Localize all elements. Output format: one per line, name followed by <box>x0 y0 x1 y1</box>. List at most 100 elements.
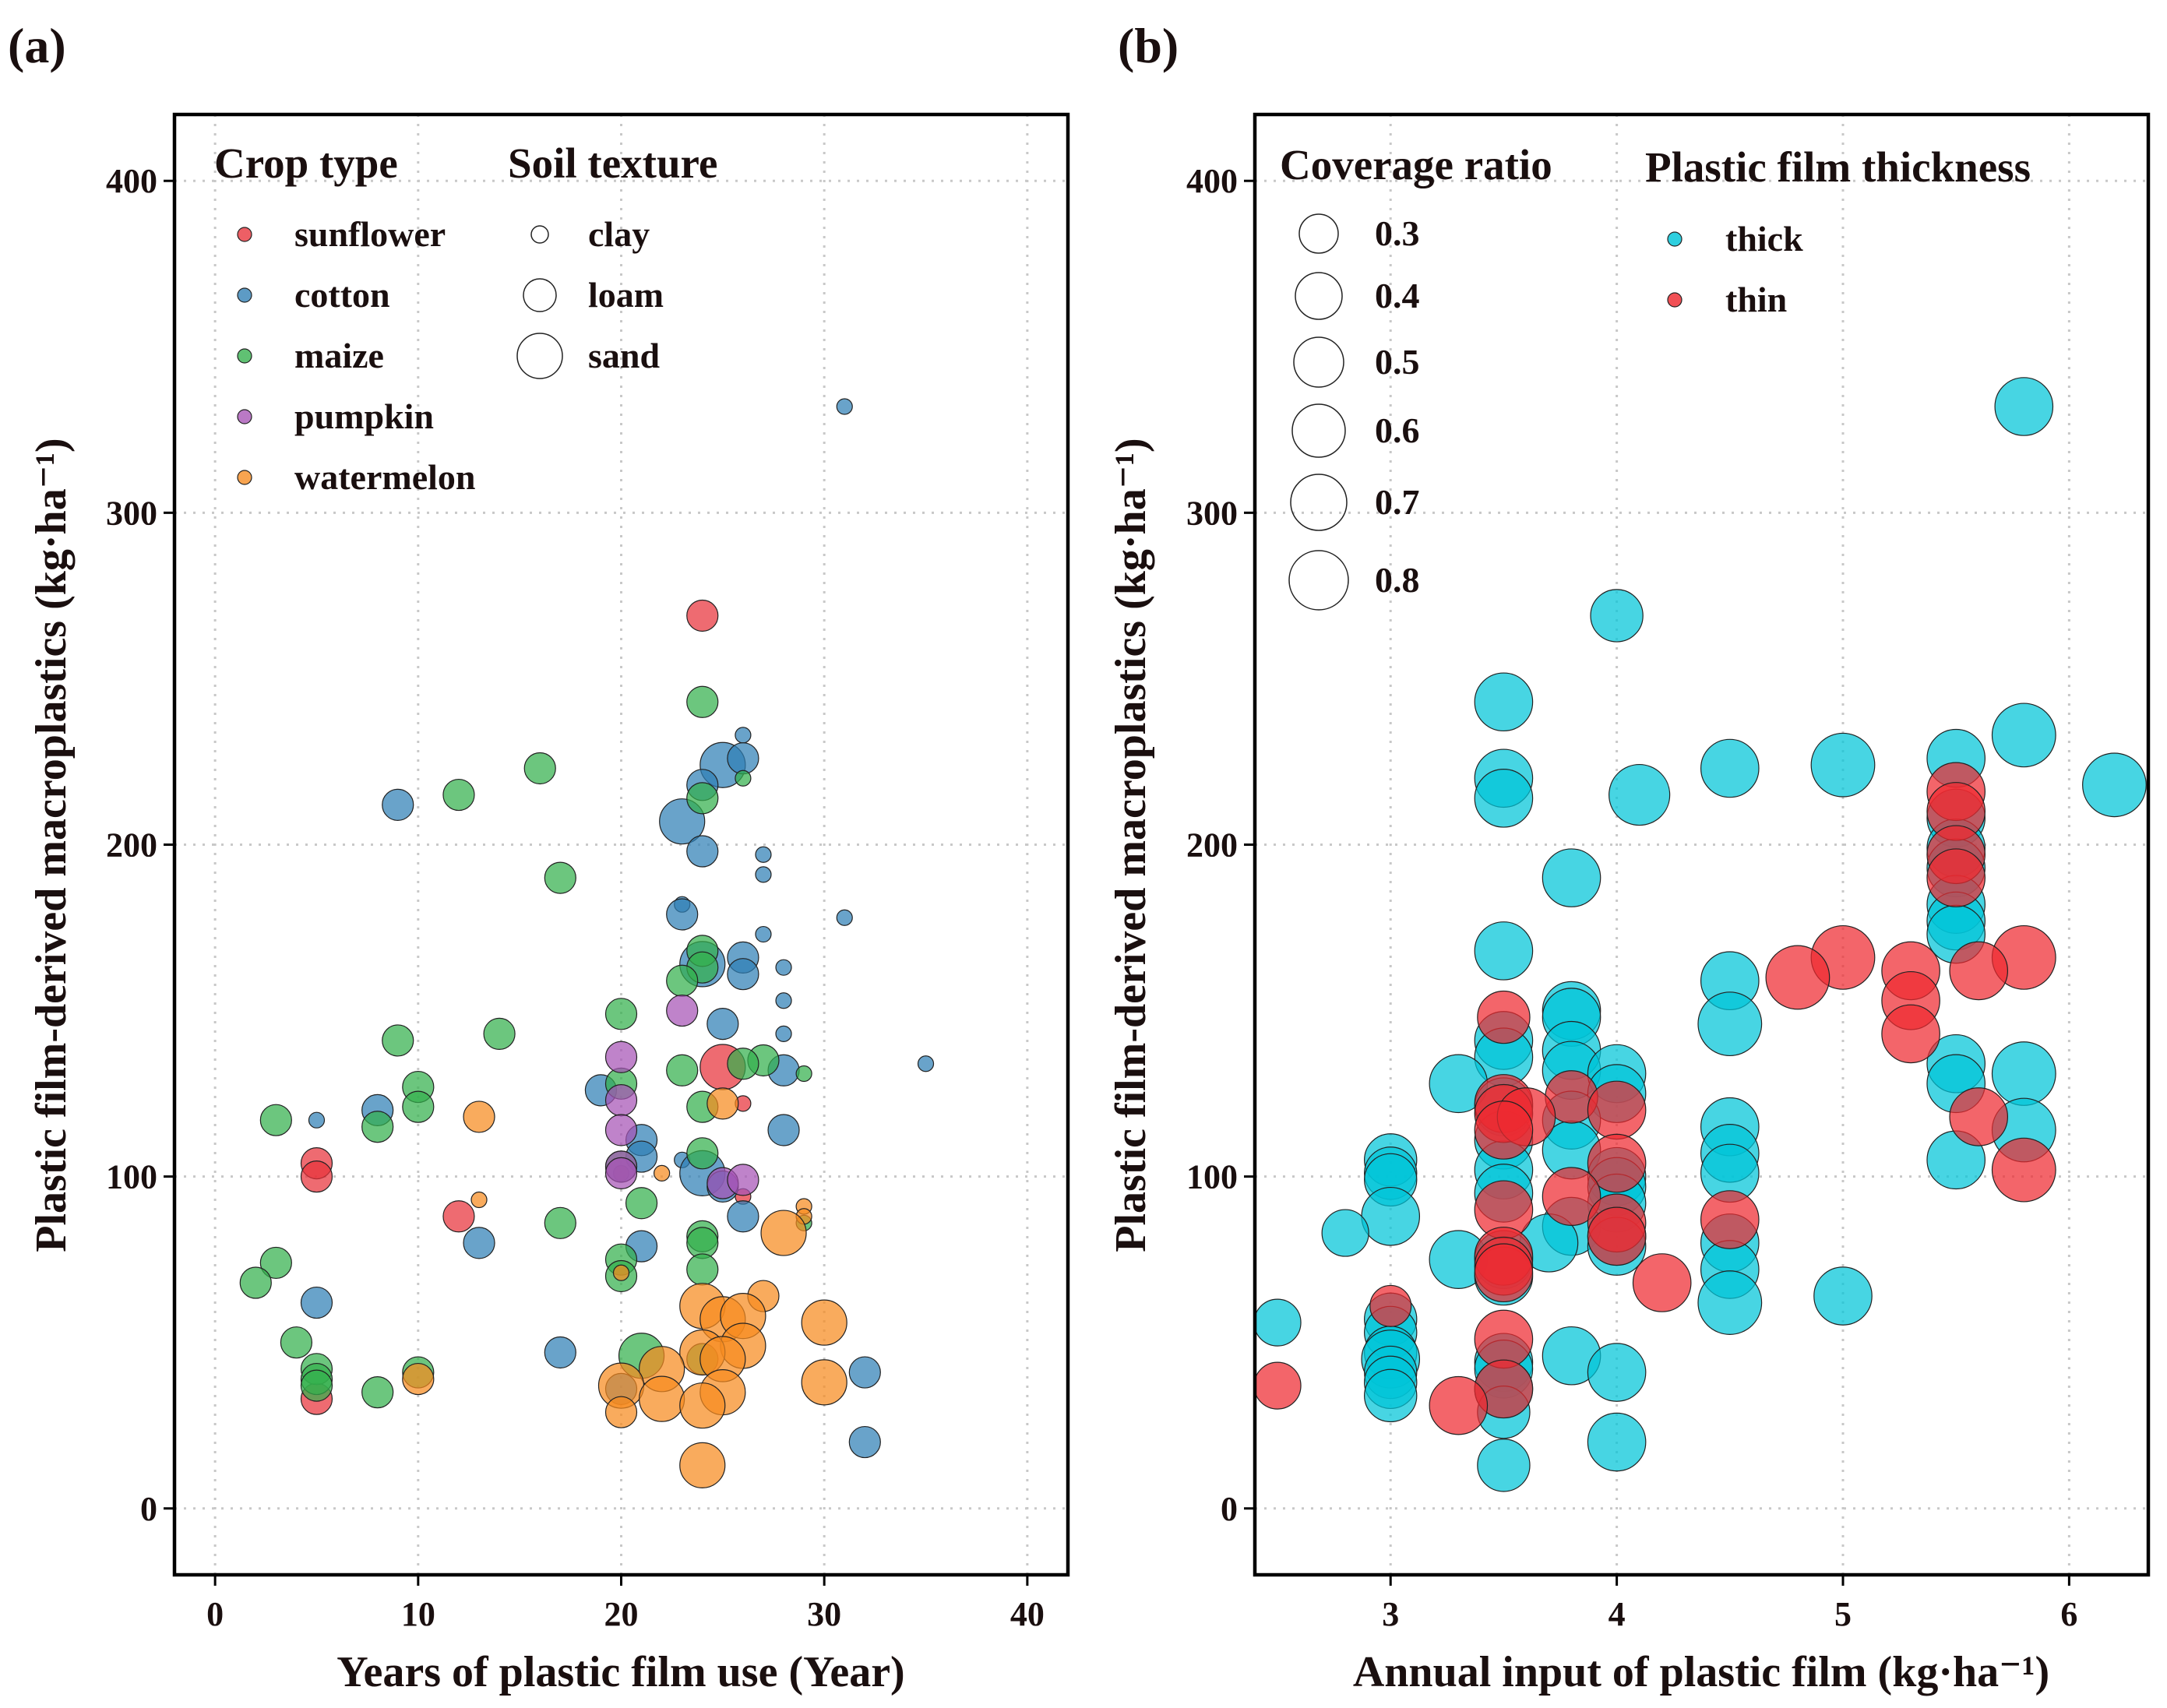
data-point-thin <box>1477 990 1531 1044</box>
data-point-cotton <box>308 1111 326 1129</box>
data-point-thin <box>1474 1309 1534 1369</box>
legend-thin-key <box>1667 292 1683 308</box>
data-point-maize <box>300 1369 333 1402</box>
data-point-maize <box>666 964 699 997</box>
y-tick-label: 300 <box>1186 494 1238 532</box>
data-point-thick <box>1474 769 1534 828</box>
data-point-thick <box>1991 703 2056 768</box>
x-tick-label: 10 <box>401 1595 435 1633</box>
panel-b-ticks: 3 4 5 6 0 100 200 300 400 <box>1186 162 2077 1633</box>
data-point-maize <box>259 1104 292 1136</box>
panel-b-x-axis-title: Annual input of plastic film (kg·ha⁻¹) <box>1353 1648 2049 1696</box>
data-point-cotton <box>666 898 699 931</box>
data-point-maize <box>686 782 719 815</box>
data-point-pumpkin <box>604 1157 638 1189</box>
data-point-cotton <box>775 992 792 1009</box>
data-point-pumpkin <box>666 994 699 1027</box>
data-point-maize <box>795 1065 812 1083</box>
data-point-thin <box>1587 1080 1647 1140</box>
data-point-maize <box>361 1376 394 1409</box>
data-point-cotton <box>686 835 719 868</box>
data-point-maize <box>544 861 576 894</box>
data-point-watermelon <box>760 1210 807 1256</box>
legend-ratio-0.8-label: 0.8 <box>1375 560 1420 600</box>
panel-b-label: (b) <box>1118 18 1179 73</box>
data-point-thin <box>1474 1101 1534 1160</box>
data-point-cotton <box>727 1200 759 1233</box>
x-tick-label: 40 <box>1010 1595 1045 1633</box>
data-point-cotton <box>775 1025 792 1042</box>
legend-crop-type-title: Crop type <box>214 139 398 187</box>
data-point-maize <box>442 778 475 812</box>
data-point-pumpkin <box>727 1164 759 1196</box>
legend-film-thickness-title: Plastic film thickness <box>1645 143 2031 191</box>
data-point-cotton <box>727 742 759 775</box>
legend-clay-key <box>530 225 549 244</box>
data-point-watermelon <box>654 1164 671 1182</box>
data-point-thick <box>2082 752 2147 818</box>
x-tick-label: 5 <box>1834 1595 1852 1633</box>
data-point-thick <box>1587 1412 1647 1472</box>
legend-sand-key <box>516 333 563 379</box>
data-point-cotton <box>917 1055 935 1072</box>
data-point-maize <box>239 1266 272 1299</box>
x-tick-label: 3 <box>1382 1595 1399 1633</box>
panel-b-points <box>1253 377 2147 1492</box>
data-point-thin <box>1881 1004 1940 1064</box>
legend-soil-texture-title: Soil texture <box>508 139 717 187</box>
data-point-thick <box>1253 1298 1302 1347</box>
y-tick-label: 300 <box>106 494 157 532</box>
legend-sunflower-key <box>237 227 252 242</box>
y-tick-label: 400 <box>1186 162 1238 200</box>
y-tick-label: 0 <box>1221 1490 1238 1528</box>
legend-watermelon-key <box>237 470 252 485</box>
data-point-thick <box>1590 589 1644 643</box>
panel-a-points <box>239 398 935 1488</box>
data-point-maize <box>483 1017 516 1050</box>
panel-b-legend: Coverage ratio 0.3 0.4 0.5 0.6 0.7 0.8 P… <box>1280 141 2031 611</box>
legend-ratio-0.3-label: 0.3 <box>1375 213 1420 253</box>
legend-sand-label: sand <box>588 336 660 375</box>
data-point-thick <box>1474 672 1534 732</box>
data-point-maize <box>686 1137 719 1170</box>
data-point-thin <box>1542 1167 1601 1227</box>
data-point-thin <box>1765 945 1830 1010</box>
panel-a-legend: Crop type sunflower cotton maize pumpkin… <box>214 139 717 497</box>
y-tick-label: 400 <box>106 162 157 200</box>
data-point-cotton <box>727 958 759 991</box>
data-point-cotton <box>735 727 752 744</box>
legend-loam-key <box>523 278 557 312</box>
data-point-watermelon <box>604 1396 638 1428</box>
legend-ratio-0.4-key <box>1295 272 1343 320</box>
data-point-watermelon <box>612 1264 630 1281</box>
legend-thick-key <box>1667 231 1683 247</box>
legend-ratio-0.7-key <box>1290 474 1348 531</box>
data-point-thin <box>1632 1253 1692 1312</box>
data-point-thin <box>1949 941 2009 1001</box>
legend-ratio-0.3-key <box>1298 213 1339 254</box>
data-point-cotton <box>755 846 772 863</box>
data-point-thick <box>1361 1186 1421 1246</box>
data-point-thick <box>1697 1270 1763 1335</box>
data-point-watermelon <box>679 1442 726 1488</box>
legend-maize-key <box>237 348 252 364</box>
data-point-thin <box>1253 1361 1302 1410</box>
data-point-watermelon <box>470 1191 488 1209</box>
data-point-pumpkin <box>604 1041 638 1073</box>
panel-b: (b) 3 4 5 6 0 100 200 300 400 Annual input of pl… <box>1107 18 2151 1696</box>
y-tick-label: 100 <box>106 1158 157 1196</box>
data-point-thick <box>1587 1343 1647 1402</box>
data-point-maize <box>686 685 719 718</box>
data-point-cotton <box>755 866 772 883</box>
data-point-thin <box>1587 1206 1647 1266</box>
data-point-maize <box>625 1187 658 1220</box>
legend-cotton-label: cotton <box>294 275 390 315</box>
data-point-thin <box>1369 1284 1412 1327</box>
data-point-maize <box>735 769 752 787</box>
data-point-watermelon <box>801 1299 847 1346</box>
data-point-thick <box>1474 921 1534 981</box>
data-point-maize <box>280 1326 313 1359</box>
data-point-pumpkin <box>604 1114 638 1146</box>
